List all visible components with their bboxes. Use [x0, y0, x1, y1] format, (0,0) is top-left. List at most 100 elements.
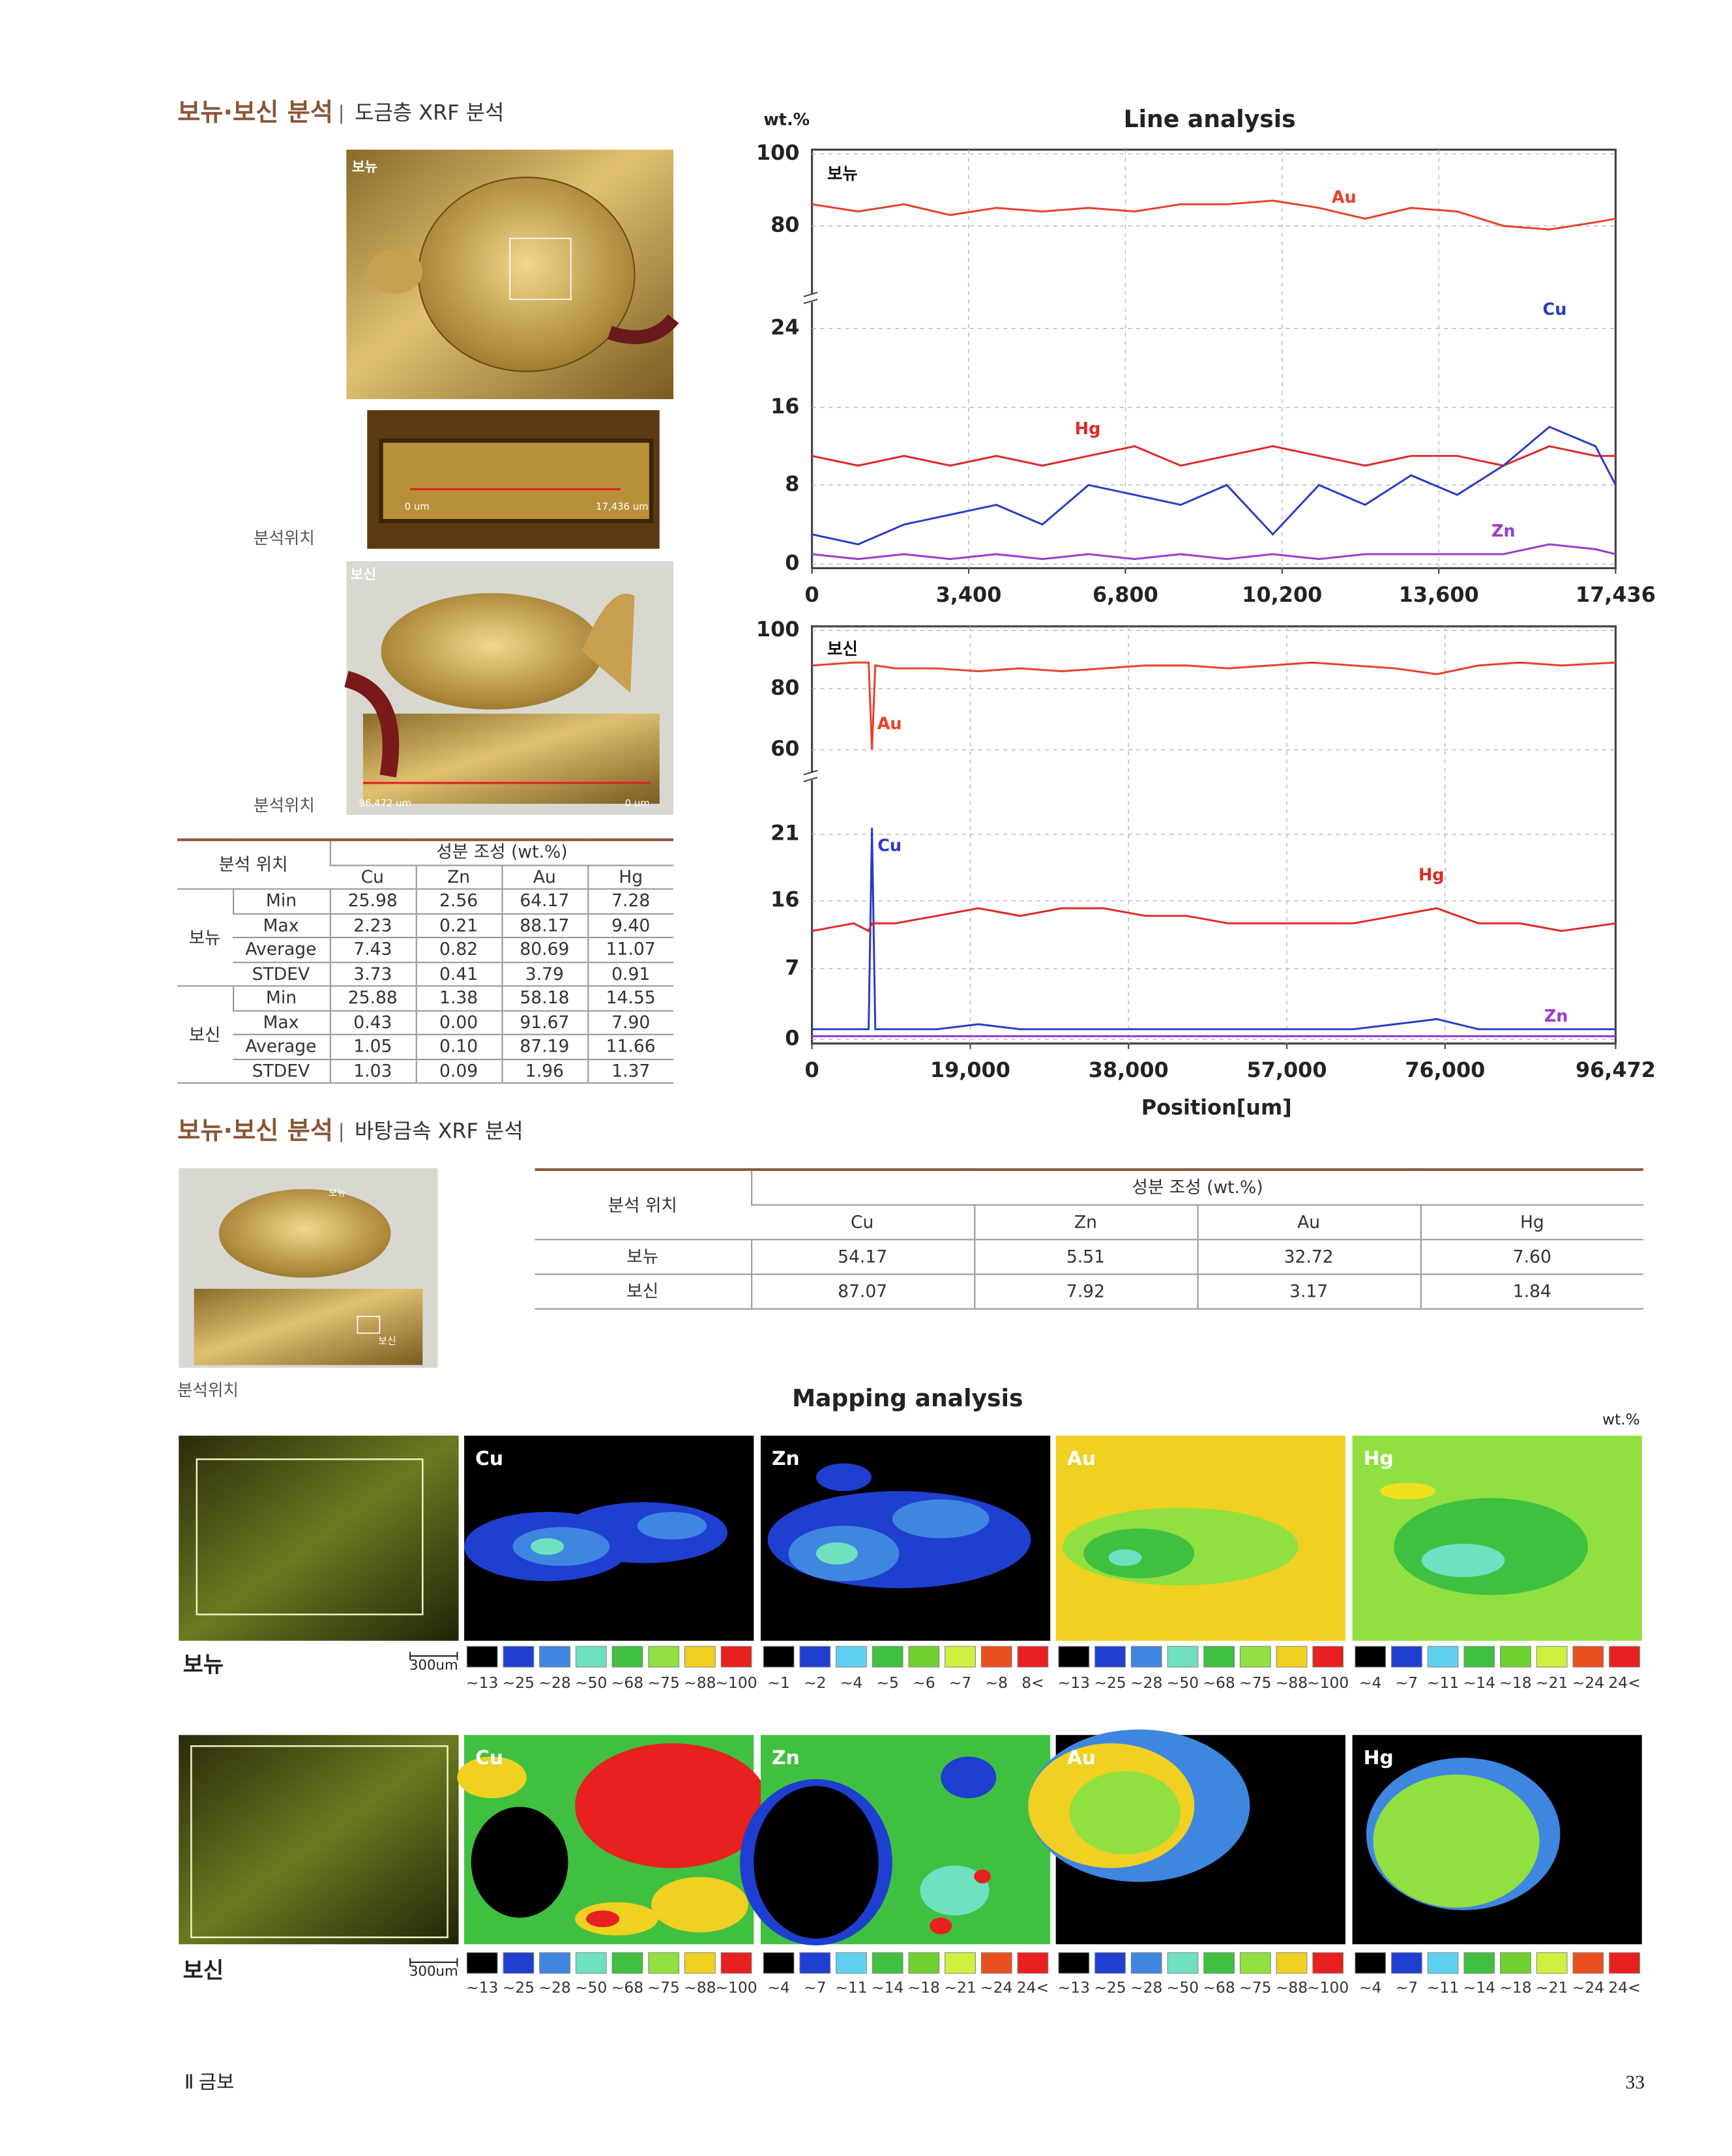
legend-label: ~24	[1572, 1979, 1604, 1997]
legend-swatch	[684, 1646, 716, 1668]
legend-swatch	[1094, 1646, 1126, 1668]
section-subtitle: 바탕금속 XRF 분석	[355, 1119, 523, 1144]
table-cell: 0.43	[329, 1010, 416, 1035]
photo-detail	[367, 410, 660, 549]
x-tick-label: 3,400	[936, 582, 1002, 607]
mapping-title: Mapping analysis	[792, 1384, 1023, 1412]
legend-swatch	[1017, 1952, 1049, 1974]
map-element-label: Cu	[475, 1447, 503, 1470]
legend-label: ~68	[1203, 1979, 1235, 1997]
legend-swatch	[1312, 1646, 1344, 1668]
scale-label: 300um	[409, 1657, 458, 1674]
legend-swatch	[980, 1952, 1012, 1974]
legend-swatch	[872, 1646, 903, 1668]
table-cell: 32.72	[1196, 1239, 1420, 1275]
map-region	[1421, 1543, 1505, 1577]
y-tick-label: 8	[785, 471, 799, 496]
row-label: 보신	[183, 1958, 224, 1984]
chart-title: Line analysis	[1124, 105, 1296, 133]
legend-label: ~100	[715, 1674, 757, 1692]
photo-label: 보뉴	[352, 159, 377, 175]
photo-map-2	[179, 1735, 459, 1945]
legend-label: ~7	[1396, 1979, 1418, 1997]
legend-swatch	[1203, 1952, 1235, 1974]
panel-label: 보신	[827, 640, 858, 659]
map-region	[637, 1512, 707, 1540]
table-cell: 7.60	[1419, 1239, 1643, 1275]
data-line	[812, 907, 1616, 933]
series-label: Au	[877, 715, 902, 734]
section-title: 보뉴·보신 분석	[177, 1116, 333, 1145]
legend-label: ~13	[466, 1674, 498, 1692]
table-cell: STDEV	[233, 1058, 330, 1084]
table-cell: 0.09	[415, 1058, 502, 1084]
data-line	[812, 827, 1616, 1031]
x-tick-label: 0	[805, 1057, 819, 1082]
series-label: Hg	[1075, 419, 1101, 439]
map-element-label: Hg	[1364, 1747, 1394, 1769]
map-region	[892, 1499, 990, 1539]
legend-swatch	[1239, 1952, 1271, 1974]
legend-swatch	[575, 1952, 607, 1974]
legend-swatch	[1058, 1646, 1090, 1668]
legend-label: ~14	[1463, 1979, 1495, 1997]
legend-swatch	[1609, 1952, 1640, 1974]
table-cell: 0.41	[415, 962, 502, 987]
series-label: Cu	[1542, 300, 1566, 319]
header-row: Cu Zn Au Hg	[177, 864, 674, 890]
legend-swatch	[1017, 1646, 1049, 1668]
x-tick-label: 13,600	[1399, 582, 1479, 607]
table-cell: 보신	[535, 1274, 752, 1310]
legend-label: ~25	[1094, 1979, 1126, 1997]
table-row: STDEV 1.03 0.09 1.96 1.37	[177, 1058, 674, 1084]
table-row: Average 7.43 0.82 80.69 11.07	[177, 937, 674, 963]
data-line	[812, 543, 1616, 560]
legend-swatch	[1312, 1952, 1344, 1974]
legend-label: ~28	[538, 1674, 570, 1692]
legend-swatch	[1572, 1646, 1604, 1668]
legend-swatch	[503, 1952, 535, 1974]
y-tick-label: 0	[785, 550, 799, 575]
legend-label: ~50	[575, 1674, 607, 1692]
scale-label: 17,436 um	[596, 501, 649, 512]
legend-label: ~18	[1499, 1674, 1531, 1692]
y-tick-label: 100	[756, 617, 800, 642]
axis-break	[803, 769, 818, 782]
legend-label: ~18	[908, 1979, 940, 1997]
section-subtitle: 도금층 XRF 분석	[355, 100, 504, 125]
legend-label: ~13	[466, 1979, 498, 1997]
panel-label: 보뉴	[827, 164, 858, 184]
legend-swatch	[611, 1952, 643, 1974]
legend-swatch	[1536, 1952, 1568, 1974]
row-label: 보뉴	[183, 1651, 224, 1677]
legend-swatch	[720, 1952, 752, 1974]
legend-swatch	[1130, 1952, 1162, 1974]
map-region	[815, 1542, 858, 1565]
legend-swatch	[1609, 1646, 1640, 1668]
map-element-label: Hg	[1364, 1447, 1394, 1470]
table-row: Max 0.43 0.00 91.67 7.90	[177, 1010, 674, 1035]
map-element-label: Au	[1067, 1447, 1096, 1470]
legend-swatch	[1094, 1952, 1126, 1974]
table-base-metal: 분석 위치 성분 조성 (wt.%) Cu Zn Au Hg 보뉴 54.17 5.51 32.7…	[535, 1168, 1643, 1310]
title-separator: |	[338, 102, 345, 125]
table-cell: 7.92	[973, 1274, 1197, 1310]
legend-swatch	[1276, 1952, 1308, 1974]
table-cell: 2.23	[329, 913, 416, 939]
legend-label: ~50	[1167, 1979, 1199, 1997]
header-row: Cu Zn Au Hg	[535, 1205, 1643, 1241]
scale-bar	[409, 1958, 458, 1967]
legend-label: ~5	[876, 1674, 898, 1692]
photo-top-view	[346, 149, 679, 400]
legend-swatch	[836, 1646, 867, 1668]
legend-label: ~7	[804, 1979, 826, 1997]
legend-label: 8<	[1021, 1674, 1044, 1692]
legend-swatch	[539, 1952, 571, 1974]
photo-side-view	[344, 561, 674, 815]
legend-swatch	[684, 1952, 716, 1974]
table-cell: 7.90	[587, 1010, 674, 1035]
map-region	[531, 1538, 565, 1555]
legend-label: ~88	[684, 1674, 716, 1692]
map-region	[974, 1869, 991, 1883]
